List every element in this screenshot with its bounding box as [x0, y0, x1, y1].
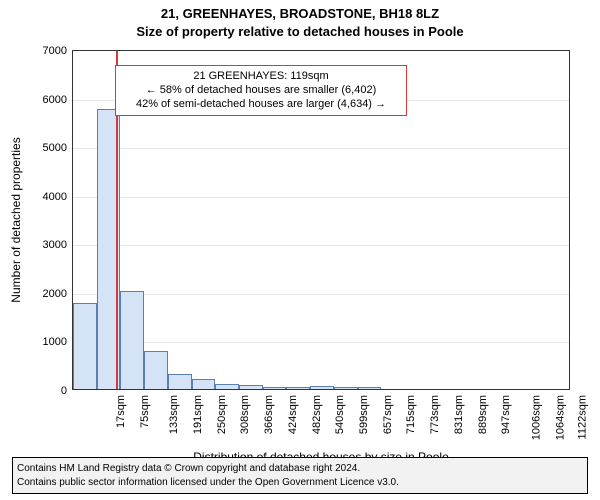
- x-tick-label: 1122sqm: [577, 395, 589, 439]
- histogram-bar: [334, 387, 358, 389]
- x-tick-label: 308sqm: [240, 395, 252, 434]
- y-tick-label: 6000: [43, 94, 73, 106]
- histogram-bar: [73, 303, 97, 389]
- x-tick-label: 715sqm: [406, 395, 418, 434]
- x-tick-label: 947sqm: [500, 395, 512, 434]
- chart-container: { "title": { "line1": "21, GREENHAYES, B…: [0, 0, 600, 500]
- plot-area: 0100020003000400050006000700017sqm75sqm1…: [72, 50, 570, 390]
- y-tick-label: 4000: [43, 191, 73, 203]
- gridline: [73, 342, 569, 343]
- y-tick-label: 3000: [43, 239, 73, 251]
- x-tick-label: 133sqm: [168, 395, 180, 434]
- y-tick-label: 2000: [43, 288, 73, 300]
- x-tick-label: 540sqm: [334, 395, 346, 434]
- annotation-box: 21 GREENHAYES: 119sqm← 58% of detached h…: [115, 65, 407, 116]
- x-tick-label: 657sqm: [382, 395, 394, 434]
- histogram-bar: [168, 374, 192, 389]
- y-tick-label: 7000: [43, 45, 73, 57]
- x-tick-label: 1064sqm: [554, 395, 566, 440]
- x-tick-label: 831sqm: [453, 395, 465, 434]
- histogram-bar: [192, 379, 216, 389]
- histogram-bar: [215, 384, 239, 389]
- gridline: [73, 294, 569, 295]
- y-tick-label: 1000: [43, 336, 73, 348]
- chart-title-line1: 21, GREENHAYES, BROADSTONE, BH18 8LZ: [0, 6, 600, 21]
- x-tick-label: 599sqm: [358, 395, 370, 434]
- x-tick-label: 250sqm: [216, 395, 228, 434]
- histogram-bar: [286, 387, 310, 389]
- x-tick-label: 889sqm: [477, 395, 489, 434]
- plot-inner: 0100020003000400050006000700017sqm75sqm1…: [73, 51, 569, 389]
- x-tick-label: 1006sqm: [530, 395, 542, 440]
- chart-title-line2: Size of property relative to detached ho…: [0, 24, 600, 39]
- annotation-line2: ← 58% of detached houses are smaller (6,…: [120, 84, 402, 98]
- histogram-bar: [144, 351, 168, 389]
- y-axis-label: Number of detached properties: [9, 120, 23, 320]
- x-tick-label: 17sqm: [115, 395, 127, 428]
- x-tick-label: 366sqm: [263, 395, 275, 434]
- x-tick-label: 191sqm: [192, 395, 204, 434]
- histogram-bar: [358, 387, 382, 389]
- annotation-line1: 21 GREENHAYES: 119sqm: [120, 70, 402, 84]
- x-tick-label: 75sqm: [139, 395, 151, 428]
- histogram-bar: [239, 385, 263, 389]
- footer-line2: Contains public sector information licen…: [17, 476, 583, 490]
- gridline: [73, 197, 569, 198]
- histogram-bar: [263, 387, 287, 389]
- x-tick-label: 773sqm: [429, 395, 441, 434]
- x-tick-label: 424sqm: [287, 395, 299, 434]
- gridline: [73, 148, 569, 149]
- histogram-bar: [120, 291, 144, 389]
- footer-line1: Contains HM Land Registry data © Crown c…: [17, 462, 583, 476]
- annotation-line3: 42% of semi-detached houses are larger (…: [120, 98, 402, 112]
- attribution-footer: Contains HM Land Registry data © Crown c…: [12, 457, 588, 494]
- gridline: [73, 245, 569, 246]
- y-tick-label: 5000: [43, 142, 73, 154]
- x-tick-label: 482sqm: [311, 395, 323, 434]
- y-tick-label: 0: [61, 385, 73, 397]
- histogram-bar: [310, 386, 334, 389]
